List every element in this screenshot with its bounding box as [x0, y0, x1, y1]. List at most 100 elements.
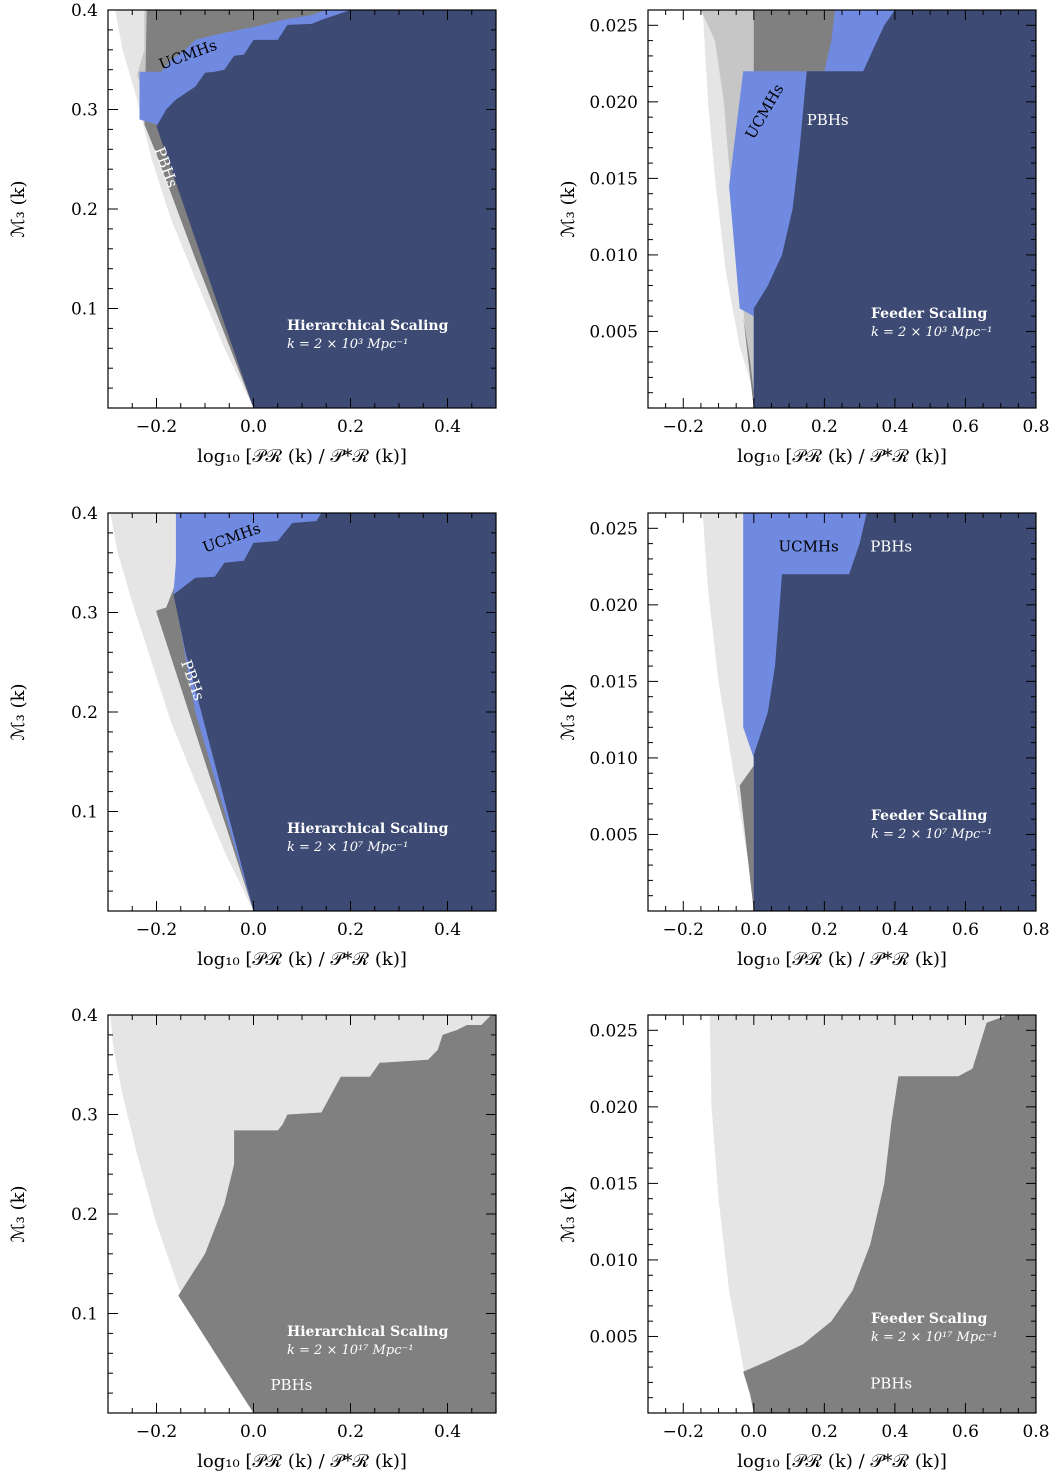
x-tick-label: 0.4: [881, 1422, 908, 1442]
y-axis-label: ℳ₃ (k): [8, 1185, 29, 1242]
chart-panel-2: −0.2 0.0 0.2 0.4 0.6 0.8 0.005 0.010 0.015 0.020 0…: [558, 9, 1050, 467]
y-tick-label: 0.3: [71, 604, 98, 624]
y-tick-label: 0.3: [71, 1106, 98, 1126]
y-axis-label: ℳ₃ (k): [8, 180, 29, 237]
region-grey: [178, 1015, 496, 1413]
chart-panel-1: −0.2 0.0 0.2 0.4 0.1 0.2 0.3 0.4 log₁₀ [𝒫ℛ (k) /…: [8, 1, 497, 467]
y-tick-label: 0.2: [71, 200, 98, 220]
x-tick-label: 0.4: [881, 920, 908, 940]
x-axis-label: log₁₀ [𝒫ℛ (k) / 𝒫*ℛ (k)]: [197, 1451, 407, 1472]
chart-panel-6: −0.2 0.0 0.2 0.4 0.6 0.8 0.005 0.010 0.015 0.020 0…: [558, 1014, 1050, 1472]
x-tick-label: 0.4: [434, 920, 461, 940]
x-tick-label: 0.4: [434, 1422, 461, 1442]
y-tick-label: 0.025: [589, 519, 638, 539]
y-tick-label: 0.010: [589, 749, 638, 769]
x-tick-label: 0.2: [337, 1422, 364, 1442]
annotation-wavenumber: k = 2 × 10³ Mpc⁻¹: [287, 337, 408, 352]
region-navy: [753, 10, 1036, 408]
y-tick-label: 0.2: [71, 1205, 98, 1225]
y-axis-label: ℳ₃ (k): [8, 683, 29, 740]
y-tick-label: 0.020: [589, 93, 638, 113]
x-tick-label: 0.8: [1022, 920, 1049, 940]
regions: [700, 513, 1036, 911]
annotation-wavenumber: k = 2 × 10⁷ Mpc⁻¹: [871, 827, 992, 842]
annotation-wavenumber: k = 2 × 10¹⁷ Mpc⁻¹: [871, 1330, 998, 1345]
x-tick-label: 0.0: [740, 1422, 767, 1442]
region-grey: [743, 1015, 1036, 1413]
x-tick-label: 0.2: [811, 417, 838, 437]
y-tick-label: 0.015: [589, 1174, 638, 1194]
x-tick-label: −0.2: [136, 920, 177, 940]
annotation-wavenumber: k = 2 × 10³ Mpc⁻¹: [871, 325, 992, 340]
annotation-wavenumber: k = 2 × 10⁷ Mpc⁻¹: [287, 840, 408, 855]
regions: [108, 513, 496, 911]
y-tick-label: 0.015: [589, 169, 638, 189]
y-tick-label: 0.025: [589, 16, 638, 36]
x-tick-label: −0.2: [663, 1422, 704, 1442]
x-tick-label: −0.2: [663, 417, 704, 437]
y-tick-label: 0.020: [589, 1098, 638, 1118]
x-tick-label: 0.0: [740, 920, 767, 940]
annotation-title: Feeder Scaling: [871, 1311, 987, 1327]
x-axis-label: log₁₀ [𝒫ℛ (k) / 𝒫*ℛ (k)]: [197, 949, 407, 970]
x-tick-label: 0.4: [881, 417, 908, 437]
region-label-pbhs: PBHs: [870, 537, 912, 555]
x-tick-label: −0.2: [136, 417, 177, 437]
y-tick-label: 0.1: [71, 1305, 98, 1325]
x-tick-label: −0.2: [136, 1422, 177, 1442]
x-axis-label: log₁₀ [𝒫ℛ (k) / 𝒫*ℛ (k)]: [737, 446, 947, 467]
annotation-title: Feeder Scaling: [871, 306, 987, 322]
y-tick-label: 0.015: [589, 672, 638, 692]
x-axis-label: log₁₀ [𝒫ℛ (k) / 𝒫*ℛ (k)]: [737, 1451, 947, 1472]
annotation-title: Hierarchical Scaling: [287, 318, 449, 334]
x-tick-label: 0.6: [952, 1422, 979, 1442]
x-tick-label: 0.0: [240, 920, 267, 940]
annotation-title: Hierarchical Scaling: [287, 1324, 449, 1340]
region-navy: [753, 513, 1036, 911]
y-tick-label: 0.010: [589, 246, 638, 266]
x-axis-label: log₁₀ [𝒫ℛ (k) / 𝒫*ℛ (k)]: [197, 446, 407, 467]
region-label-pbhs: PBHs: [870, 1375, 912, 1393]
y-axis-label: ℳ₃ (k): [558, 1185, 579, 1242]
x-tick-label: −0.2: [663, 920, 704, 940]
region-label-pbhs: PBHs: [270, 1376, 312, 1394]
x-tick-label: 0.0: [240, 1422, 267, 1442]
x-tick-label: 0.2: [337, 417, 364, 437]
x-tick-label: 0.0: [740, 417, 767, 437]
x-tick-label: 0.2: [811, 1422, 838, 1442]
y-tick-label: 0.4: [71, 1, 98, 21]
annotation-title: Feeder Scaling: [871, 808, 987, 824]
annotation-title: Hierarchical Scaling: [287, 821, 449, 837]
y-axis-label: ℳ₃ (k): [558, 683, 579, 740]
y-tick-label: 0.010: [589, 1251, 638, 1271]
x-tick-label: 0.2: [811, 920, 838, 940]
region-label-ucmhs: UCMHs: [779, 537, 839, 555]
y-tick-label: 0.005: [589, 825, 638, 845]
chart-panel-4: −0.2 0.0 0.2 0.4 0.6 0.8 0.005 0.010 0.015 0.020 0…: [558, 512, 1050, 970]
y-axis-label: ℳ₃ (k): [558, 180, 579, 237]
y-tick-label: 0.025: [589, 1021, 638, 1041]
x-tick-label: 0.0: [240, 417, 267, 437]
regions: [108, 10, 496, 408]
chart-panel-3: −0.2 0.0 0.2 0.4 0.1 0.2 0.3 0.4 log₁₀ [𝒫ℛ (k) /…: [8, 504, 497, 970]
y-tick-label: 0.005: [589, 1327, 638, 1347]
y-tick-label: 0.1: [71, 300, 98, 320]
y-tick-label: 0.020: [589, 596, 638, 616]
x-tick-label: 0.8: [1022, 1422, 1049, 1442]
y-tick-label: 0.1: [71, 803, 98, 823]
x-tick-label: 0.6: [952, 920, 979, 940]
y-tick-label: 0.005: [589, 322, 638, 342]
regions: [700, 10, 1036, 408]
region-navy: [156, 10, 496, 408]
x-tick-label: 0.8: [1022, 417, 1049, 437]
x-axis-label: log₁₀ [𝒫ℛ (k) / 𝒫*ℛ (k)]: [737, 949, 947, 970]
y-tick-label: 0.3: [71, 101, 98, 121]
y-tick-label: 0.4: [71, 504, 98, 524]
annotation-wavenumber: k = 2 × 10¹⁷ Mpc⁻¹: [287, 1343, 414, 1358]
x-tick-label: 0.2: [337, 920, 364, 940]
y-tick-label: 0.4: [71, 1006, 98, 1026]
region-label-pbhs: PBHs: [807, 111, 849, 129]
y-tick-label: 0.2: [71, 703, 98, 723]
region-navy: [173, 513, 496, 911]
